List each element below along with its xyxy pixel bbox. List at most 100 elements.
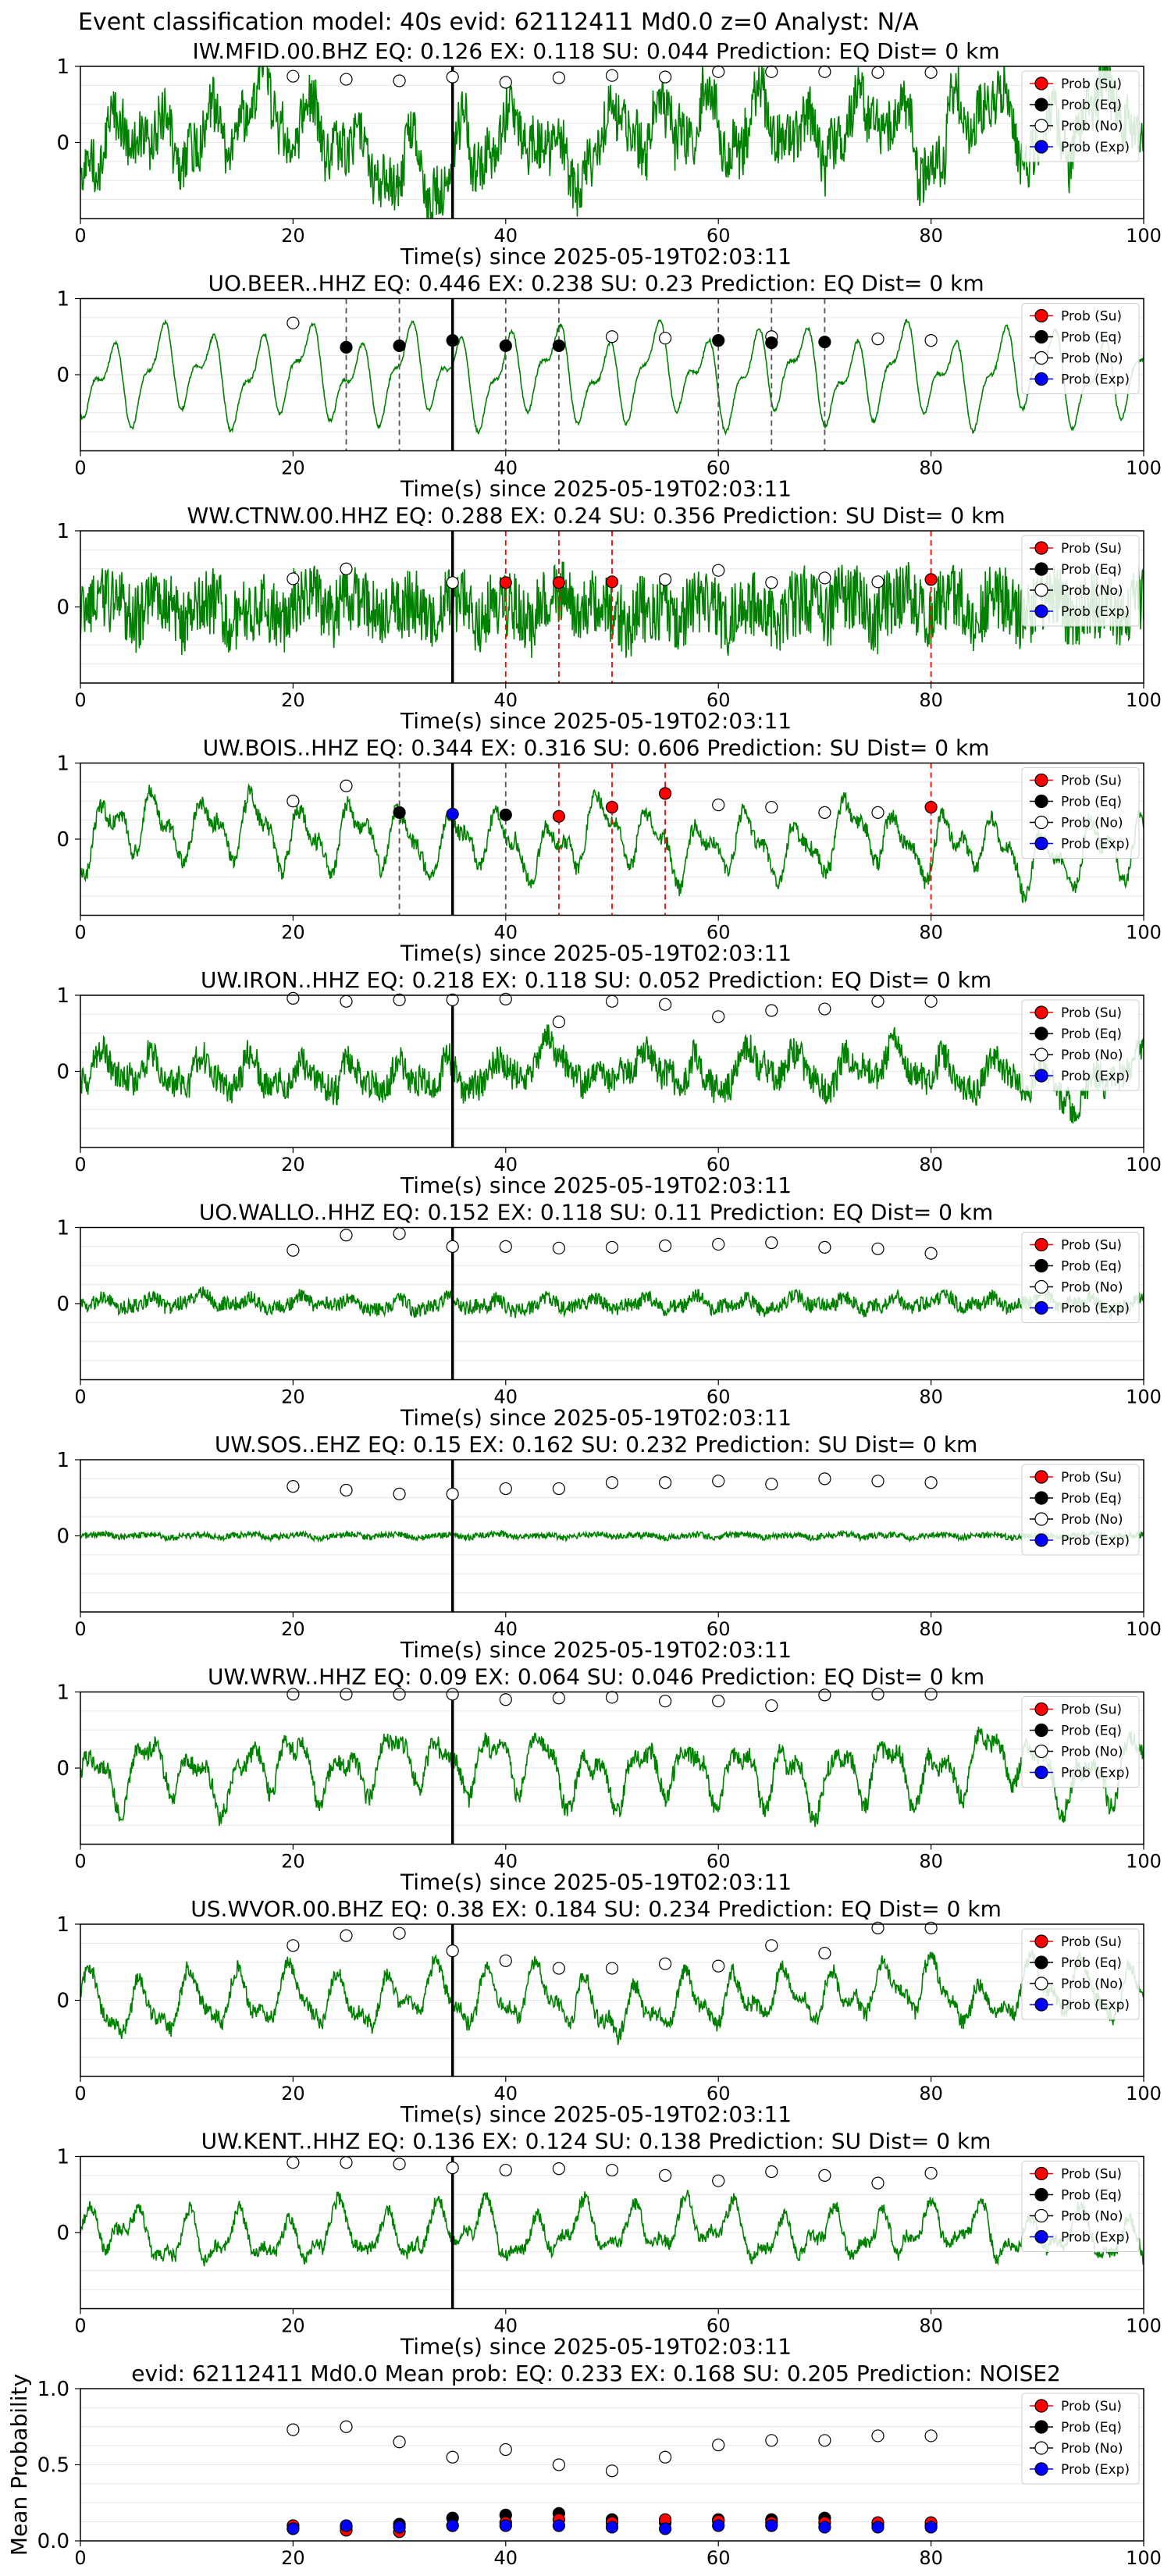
legend-label: Prob (Su) [1061, 1703, 1122, 1718]
x-tick-label: 0 [74, 1618, 86, 1640]
prob-no-marker [658, 1957, 672, 1970]
prob-no-marker [393, 1688, 406, 1701]
legend-label: Prob (Su) [1061, 1238, 1122, 1254]
legend-label: Prob (Exp) [1061, 2462, 1130, 2478]
prob-no-marker [818, 1472, 831, 1485]
x-tick-label: 80 [919, 2547, 943, 2569]
y-tick-label: 0 [56, 2222, 69, 2245]
prob-no-marker [340, 1483, 353, 1497]
prob-exp-marker [552, 2519, 566, 2532]
legend-marker [1034, 541, 1048, 555]
prob-no-marker [871, 806, 884, 819]
x-tick-label: 100 [1126, 1386, 1162, 1408]
legend-marker [1034, 562, 1048, 576]
x-tick-label: 60 [707, 2547, 731, 2569]
x-axis-label: Time(s) since 2025-05-19T02:03:11 [400, 244, 792, 269]
legend-marker [1034, 2462, 1048, 2476]
legend-label: Prob (Eq) [1061, 1491, 1122, 1507]
legend-label: Prob (Exp) [1061, 140, 1130, 155]
prob-no-marker [340, 1929, 353, 1942]
legend-label: Prob (Exp) [1061, 372, 1130, 388]
x-tick-label: 60 [707, 457, 731, 479]
prob-no-marker [658, 573, 672, 586]
x-tick-label: 60 [707, 1386, 731, 1408]
legend-label: Prob (No) [1061, 583, 1123, 599]
x-axis-label: Time(s) since 2025-05-19T02:03:11 [400, 2101, 792, 2127]
prob-exp-marker [818, 2521, 831, 2534]
prob-no-marker [765, 1236, 778, 1250]
y-axis-label: Mean Probability [6, 2374, 32, 2556]
prob-su-marker [499, 576, 512, 589]
prob-eq-marker [340, 340, 353, 354]
axes-frame [80, 297, 1144, 452]
prob-no-marker [871, 575, 884, 589]
x-axis-label: Time(s) since 2025-05-19T02:03:11 [400, 708, 792, 734]
prob-no-marker [871, 1242, 884, 1255]
y-tick-label: 0 [56, 1293, 69, 1316]
prob-no-marker [499, 1954, 512, 1967]
waveform-trace [80, 1727, 1144, 1827]
prob-no-marker [712, 1959, 725, 1973]
y-tick-label: 0 [56, 828, 69, 852]
prob-no-marker [499, 2443, 512, 2457]
prob-no-marker [712, 799, 725, 812]
prob-no-marker [499, 992, 512, 1005]
prob-no-marker [871, 2176, 884, 2190]
prob-no-marker [924, 334, 938, 347]
prob-no-marker [340, 1688, 353, 1701]
prob-no-marker [765, 1478, 778, 1491]
prob-su-marker [658, 787, 672, 800]
legend-label: Prob (Eq) [1061, 1955, 1122, 1971]
prob-no-marker [712, 65, 725, 78]
legend-box [1021, 999, 1140, 1091]
prob-no-marker [765, 1699, 778, 1713]
x-tick-label: 80 [919, 1851, 943, 1873]
axes-frame [80, 762, 1144, 916]
prob-no-marker [924, 66, 938, 79]
prob-no-marker [552, 1016, 566, 1029]
x-tick-label: 20 [281, 1618, 305, 1640]
prob-no-marker [287, 1939, 300, 1952]
prob-no-marker [765, 2434, 778, 2447]
panel-title: UW.SOS..EHZ EQ: 0.15 EX: 0.162 SU: 0.232… [215, 1432, 977, 1457]
x-tick-label: 0 [74, 922, 86, 944]
x-tick-label: 20 [281, 1386, 305, 1408]
legend-marker [1034, 308, 1048, 323]
prob-no-marker [393, 2435, 406, 2449]
prob-no-marker [499, 1482, 512, 1496]
legend-marker [1034, 2399, 1048, 2413]
legend-box [1021, 535, 1140, 627]
x-tick-label: 20 [281, 2315, 305, 2337]
prob-su-marker [605, 800, 619, 814]
legend-marker [1034, 1005, 1048, 1019]
legend-label: Prob (Su) [1061, 774, 1122, 789]
prob-no-marker [287, 991, 300, 1005]
prob-no-marker [340, 562, 353, 575]
x-tick-label: 100 [1126, 457, 1162, 479]
y-tick-label: 1 [56, 1217, 69, 1240]
prob-su-marker [924, 800, 938, 814]
x-tick-label: 80 [919, 922, 943, 944]
prob-no-marker [340, 73, 353, 86]
prob-no-marker [765, 1939, 778, 1952]
prob-no-marker [446, 1240, 459, 1253]
prob-no-marker [393, 2158, 406, 2171]
panel-title: UW.BOIS..HHZ EQ: 0.344 EX: 0.316 SU: 0.6… [203, 735, 990, 761]
prob-no-marker [605, 1691, 619, 1704]
x-tick-label: 80 [919, 225, 943, 247]
legend-marker [1034, 98, 1048, 112]
waveform-trace [80, 2190, 1144, 2267]
prob-no-marker [287, 2423, 300, 2436]
prob-exp-marker [658, 2522, 672, 2535]
station-panel: UW.WRW..HHZ EQ: 0.09 EX: 0.064 SU: 0.046… [56, 1664, 1161, 1895]
x-tick-label: 20 [281, 225, 305, 247]
axes-frame [80, 1691, 1144, 1845]
waveform-trace [80, 783, 1144, 903]
prob-no-marker [818, 65, 831, 78]
legend-box [1021, 303, 1140, 394]
prob-no-marker [552, 1241, 566, 1254]
x-tick-label: 0 [74, 2315, 86, 2337]
prob-no-marker [499, 1693, 512, 1706]
legend-marker [1034, 2229, 1048, 2244]
legend-label: Prob (No) [1061, 1048, 1123, 1063]
